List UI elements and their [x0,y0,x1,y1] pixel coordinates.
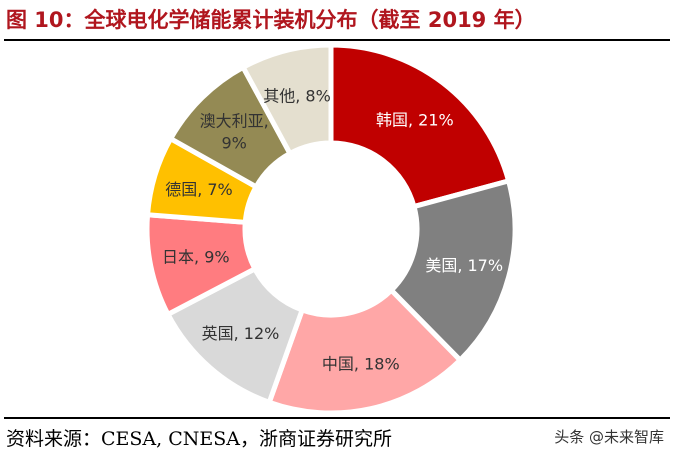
slice-中国 [266,286,464,416]
slice-label: 韩国, 21% [376,110,454,129]
figure-title: 图 10：全球电化学储能累计装机分布（截至 2019 年） [6,8,536,32]
slice-label: 德国, 7% [165,180,233,199]
slice-其他 [239,42,334,157]
slice-label: 中国, 18% [322,355,400,374]
slice-label: 澳大利亚, 9% [200,112,269,153]
slice-美国 [387,177,518,364]
bottom-rule [4,417,670,419]
slice-label: 日本, 9% [162,248,230,267]
watermark: 头条 @未来智库 [554,428,664,446]
slice-label: 美国, 17% [425,256,503,275]
slice-label: 其他, 8% [263,86,331,105]
slice-label: 英国, 12% [202,324,280,343]
top-rule [4,39,670,41]
source-note: 资料来源：CESA, CNESA，浙商证券研究所 [6,428,392,450]
slice-韩国 [328,42,512,210]
